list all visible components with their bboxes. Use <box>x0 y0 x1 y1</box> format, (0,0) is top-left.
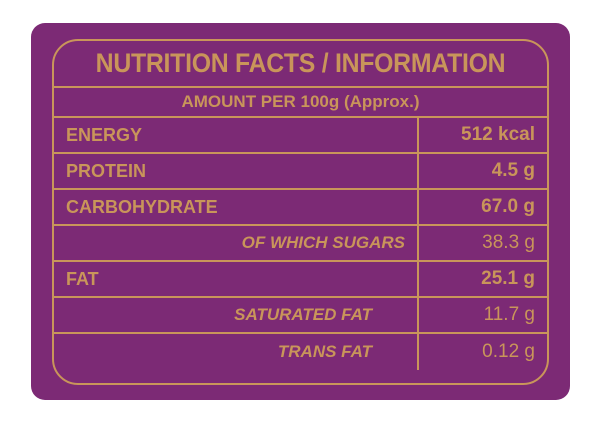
nutrient-row-energy: ENERGY 512 kcal <box>54 118 547 154</box>
nutrient-value: 0.12 g <box>482 341 535 362</box>
nutrient-row-saturated-fat: SATURATED FAT 11.7 g <box>54 298 547 334</box>
nutrient-value: 38.3 g <box>482 232 535 253</box>
nutrient-row-trans-fat: TRANS FAT 0.12 g <box>54 334 547 370</box>
nutrient-value: 4.5 g <box>491 160 535 181</box>
nutrient-name: FAT <box>54 262 419 296</box>
nutrient-subname: TRANS FAT <box>54 334 419 370</box>
nutrition-subtitle: AMOUNT PER 100g (Approx.) <box>54 86 547 116</box>
nutrient-name: PROTEIN <box>54 154 419 188</box>
nutrient-row-fat: FAT 25.1 g <box>54 262 547 298</box>
nutrient-value: 67.0 g <box>481 196 535 217</box>
nutrition-rows: ENERGY 512 kcal PROTEIN 4.5 g CARBOHYDRA… <box>54 116 547 370</box>
nutrition-title: NUTRITION FACTS / INFORMATION <box>95 48 506 78</box>
nutrition-table-frame: NUTRITION FACTS / INFORMATION AMOUNT PER… <box>52 39 549 385</box>
nutrient-value: 11.7 g <box>483 304 535 325</box>
nutrient-subname: OF WHICH SUGARS <box>54 226 419 260</box>
nutrient-name: CARBOHYDRATE <box>54 190 419 224</box>
nutrient-value: 512 kcal <box>461 124 535 145</box>
nutrient-name: ENERGY <box>54 118 419 152</box>
nutrition-label: NUTRITION FACTS / INFORMATION AMOUNT PER… <box>31 23 570 400</box>
nutrient-row-carbohydrate: CARBOHYDRATE 67.0 g <box>54 190 547 226</box>
nutrient-value: 25.1 g <box>481 268 535 289</box>
nutrient-subname: SATURATED FAT <box>54 298 419 332</box>
nutrient-row-sugars: OF WHICH SUGARS 38.3 g <box>54 226 547 262</box>
nutrient-row-protein: PROTEIN 4.5 g <box>54 154 547 190</box>
